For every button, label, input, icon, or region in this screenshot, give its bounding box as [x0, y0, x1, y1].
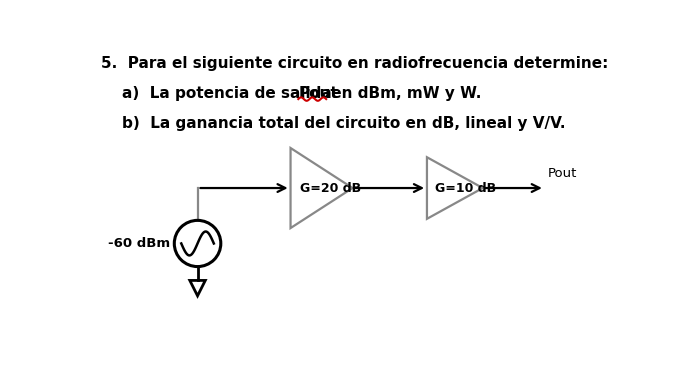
Text: Pout: Pout: [548, 167, 578, 180]
Text: Pout: Pout: [298, 86, 338, 101]
Text: en dBm, mW y W.: en dBm, mW y W.: [326, 86, 482, 101]
Text: b)  La ganancia total del circuito en dB, lineal y V/V.: b) La ganancia total del circuito en dB,…: [122, 116, 565, 131]
Text: G=20 dB: G=20 dB: [300, 182, 361, 195]
Text: G=10 dB: G=10 dB: [435, 182, 496, 195]
Text: a)  La potencia de salida: a) La potencia de salida: [122, 86, 337, 101]
Text: 5.  Para el siguiente circuito en radiofrecuencia determine:: 5. Para el siguiente circuito en radiofr…: [102, 55, 609, 70]
Text: -60 dBm: -60 dBm: [108, 237, 169, 250]
